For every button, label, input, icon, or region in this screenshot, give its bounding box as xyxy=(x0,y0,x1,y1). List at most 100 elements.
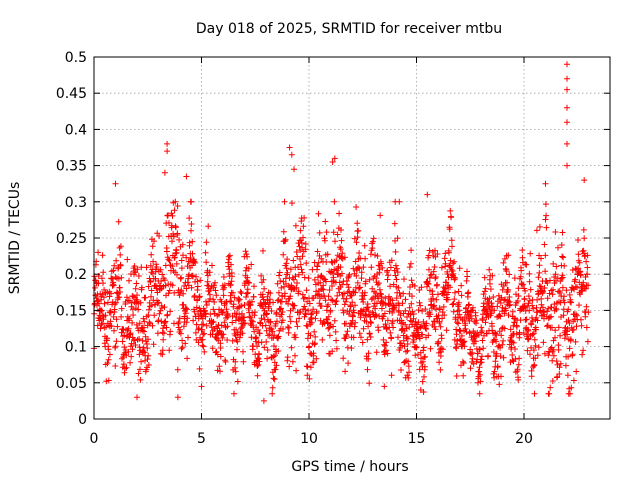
data-point xyxy=(541,285,548,291)
data-point xyxy=(547,277,553,284)
data-point xyxy=(341,301,348,308)
data-point xyxy=(281,198,288,205)
data-point xyxy=(368,320,375,326)
data-point xyxy=(186,239,193,246)
data-point xyxy=(123,352,130,359)
data-point xyxy=(552,334,558,341)
data-point xyxy=(422,306,429,313)
data-point xyxy=(367,334,374,340)
data-point xyxy=(326,324,333,331)
data-point xyxy=(359,339,366,346)
data-point xyxy=(300,234,306,241)
data-point xyxy=(528,321,535,328)
data-point xyxy=(325,293,332,300)
data-point xyxy=(330,229,337,236)
data-point xyxy=(114,323,121,330)
data-point xyxy=(331,198,338,205)
data-point xyxy=(292,334,299,341)
data-point xyxy=(492,330,499,337)
data-point xyxy=(250,293,257,300)
data-point xyxy=(425,281,432,287)
data-point xyxy=(476,364,483,371)
data-point xyxy=(174,366,181,373)
data-point xyxy=(236,296,243,303)
data-point xyxy=(374,253,381,259)
data-point xyxy=(231,294,238,301)
data-point xyxy=(156,310,163,317)
data-point xyxy=(419,308,426,314)
data-point xyxy=(263,338,270,345)
data-point xyxy=(241,314,248,321)
data-point xyxy=(131,263,138,270)
data-point xyxy=(536,223,543,230)
data-point xyxy=(438,335,445,342)
data-point xyxy=(224,311,231,318)
data-point xyxy=(568,299,575,306)
data-point xyxy=(405,363,412,370)
data-point xyxy=(325,325,332,332)
data-point xyxy=(92,284,99,291)
data-point xyxy=(174,203,181,209)
data-point xyxy=(100,280,106,287)
data-point xyxy=(243,251,250,258)
data-point xyxy=(510,339,517,346)
data-point xyxy=(134,266,141,273)
data-point xyxy=(177,326,183,333)
data-point xyxy=(137,376,144,383)
data-point xyxy=(194,283,201,290)
data-point xyxy=(176,292,183,299)
data-point xyxy=(557,332,564,339)
data-point xyxy=(150,258,157,265)
data-point xyxy=(543,212,550,219)
data-point xyxy=(323,229,330,236)
data-point xyxy=(516,331,523,338)
data-point xyxy=(529,331,536,338)
data-point xyxy=(378,291,384,298)
data-point xyxy=(356,265,363,272)
data-point xyxy=(145,283,152,290)
data-point xyxy=(247,314,254,321)
data-point xyxy=(406,324,413,331)
data-point xyxy=(351,309,358,316)
data-point xyxy=(299,253,306,260)
data-point xyxy=(340,309,347,316)
data-point xyxy=(470,304,476,311)
data-point xyxy=(402,307,409,314)
data-point xyxy=(363,312,370,319)
data-point xyxy=(442,260,449,267)
data-point xyxy=(506,271,513,278)
data-point xyxy=(150,341,157,348)
data-point xyxy=(185,334,191,341)
data-point xyxy=(298,266,305,273)
data-point xyxy=(228,261,234,268)
data-point xyxy=(293,284,300,291)
data-point xyxy=(406,304,413,311)
data-point xyxy=(526,270,533,277)
data-point xyxy=(355,227,362,234)
data-point xyxy=(200,343,207,350)
data-point xyxy=(436,318,443,325)
data-point xyxy=(151,238,157,245)
data-point xyxy=(226,256,232,263)
data-point xyxy=(155,317,162,324)
y-tick-label: 0.1 xyxy=(65,340,87,356)
data-point xyxy=(486,295,493,302)
data-point xyxy=(221,284,228,291)
data-point xyxy=(372,305,379,312)
data-point xyxy=(231,390,237,397)
data-point xyxy=(515,293,522,299)
data-point xyxy=(105,377,112,384)
data-point xyxy=(270,299,277,306)
data-point xyxy=(393,295,400,302)
data-point xyxy=(239,324,246,331)
data-point xyxy=(558,275,565,282)
data-point xyxy=(563,287,570,294)
data-point xyxy=(232,368,239,375)
x-tick-label: 0 xyxy=(90,431,99,447)
data-point xyxy=(542,180,549,187)
data-point xyxy=(507,326,514,333)
data-point xyxy=(355,264,361,271)
data-point xyxy=(289,200,295,207)
data-point xyxy=(431,302,438,309)
